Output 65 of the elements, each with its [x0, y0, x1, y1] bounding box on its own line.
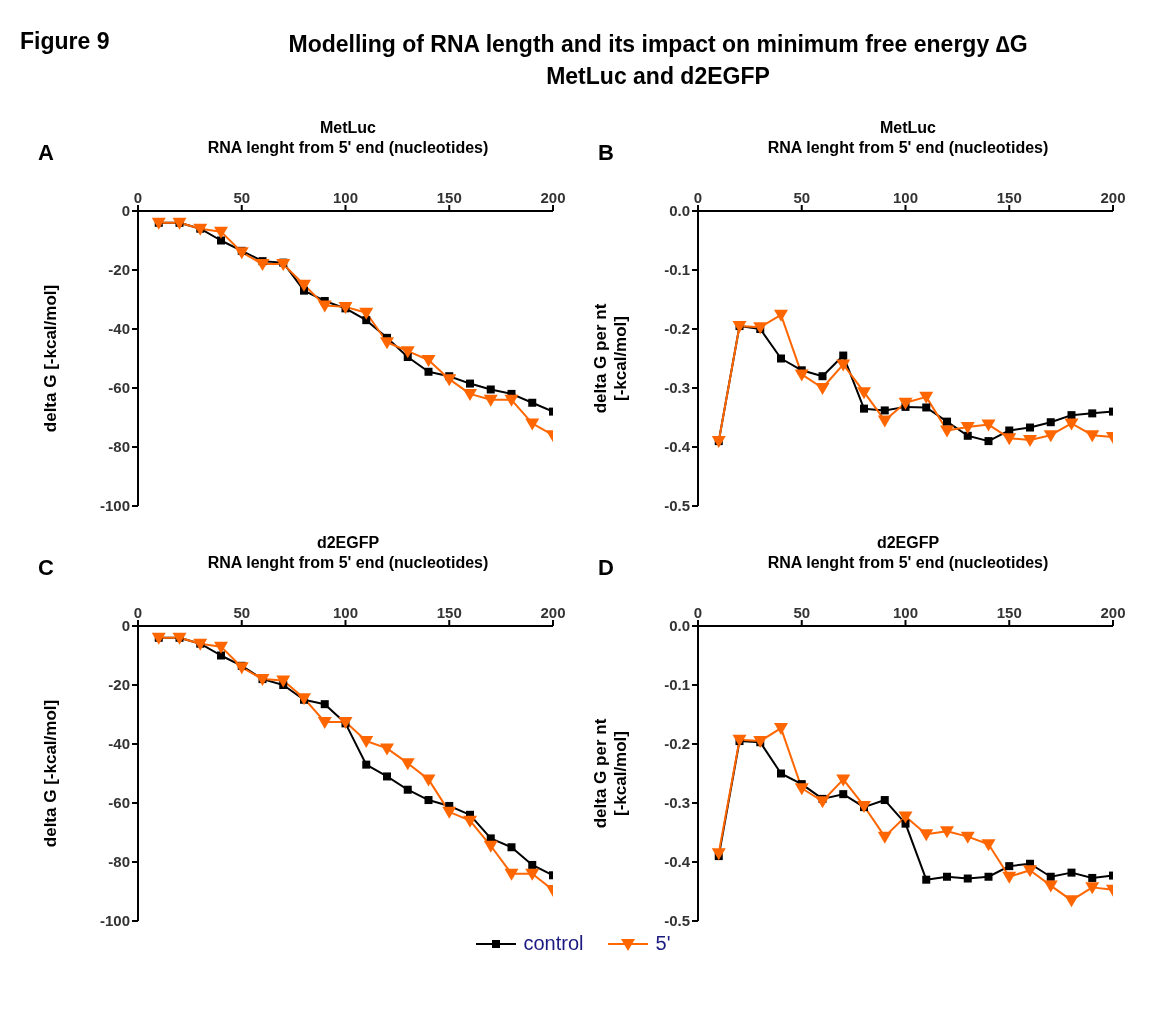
x-tick-label: 0 — [133, 604, 143, 621]
x-tick-label: 200 — [1100, 604, 1126, 621]
text: B — [598, 140, 614, 166]
y-tick-label: -0.4 — [664, 853, 691, 871]
y-tick-label: -0.2 — [664, 735, 690, 753]
y-tick-label: -100 — [99, 497, 130, 515]
x-tick-label: 150 — [996, 604, 1022, 621]
x-tick-label: 150 — [436, 604, 462, 621]
chart-title: d2EGFP — [875, 533, 941, 553]
y-tick-label: -0.3 — [664, 794, 690, 812]
chart-title: MetLuc — [319, 118, 377, 138]
x-tick-label: 200 — [1100, 189, 1126, 206]
y-tick-label: -20 — [108, 676, 130, 694]
chart-title: d2EGFP — [315, 533, 381, 553]
y-tick-label: 0 — [121, 617, 130, 635]
x-tick-label: 0 — [693, 189, 703, 206]
x-tick-label: 100 — [892, 604, 919, 621]
y-tick-label: -60 — [108, 379, 130, 397]
x-tick-label: 50 — [793, 189, 811, 206]
legend-label: 5' — [655, 932, 671, 955]
y-axis-title: delta G per nt [-kcal/mol] — [591, 303, 630, 414]
text: A — [38, 140, 54, 166]
y-tick-label: -0.1 — [664, 261, 690, 279]
x-axis-title: RNA lenght from 5' end (nucleotides) — [206, 138, 490, 158]
y-tick-label: -0.5 — [664, 912, 690, 930]
x-tick-label: 50 — [233, 189, 251, 206]
text: C — [38, 555, 54, 581]
x-tick-label: 0 — [133, 189, 143, 206]
y-tick-label: -0.3 — [664, 379, 690, 397]
y-tick-label: -40 — [108, 735, 130, 753]
x-tick-label: 50 — [793, 604, 811, 621]
text: Modelling of RNA length and its impact on minimum free energy ∆G — [287, 30, 1029, 59]
y-tick-label: -100 — [99, 912, 130, 930]
x-tick-label: 150 — [436, 189, 462, 206]
x-tick-label: 200 — [540, 189, 566, 206]
y-tick-label: -0.4 — [664, 438, 691, 456]
y-tick-label: -80 — [108, 853, 130, 871]
text: MetLuc and d2EGFP — [545, 62, 771, 91]
y-tick-label: -0.5 — [664, 497, 690, 515]
x-axis-title: RNA lenght from 5' end (nucleotides) — [766, 553, 1050, 573]
y-tick-label: -60 — [108, 794, 130, 812]
y-axis-title: delta G [-kcal/mol] — [41, 699, 60, 848]
x-tick-label: 100 — [332, 189, 359, 206]
x-tick-label: 0 — [693, 604, 703, 621]
x-tick-label: 50 — [233, 604, 251, 621]
x-tick-label: 100 — [332, 604, 359, 621]
text: D — [598, 555, 614, 581]
x-tick-label: 100 — [892, 189, 919, 206]
x-axis-title: RNA lenght from 5' end (nucleotides) — [206, 553, 490, 573]
y-tick-label: -80 — [108, 438, 130, 456]
y-axis-title: delta G per nt [-kcal/mol] — [591, 718, 630, 829]
y-axis-title: delta G [-kcal/mol] — [41, 284, 60, 433]
x-tick-label: 200 — [540, 604, 566, 621]
x-tick-label: 150 — [996, 189, 1022, 206]
legend-label: control — [523, 932, 584, 955]
x-axis-title: RNA lenght from 5' end (nucleotides) — [766, 138, 1050, 158]
y-tick-label: -0.2 — [664, 320, 690, 338]
y-tick-label: -40 — [108, 320, 130, 338]
y-tick-label: 0 — [121, 202, 130, 220]
y-tick-label: -0.1 — [664, 676, 690, 694]
y-tick-label: -20 — [108, 261, 130, 279]
caption: Figure 9 — [20, 28, 110, 55]
chart-title: MetLuc — [879, 118, 937, 138]
y-tick-label: 0.0 — [669, 202, 690, 220]
y-tick-label: 0.0 — [669, 617, 690, 635]
